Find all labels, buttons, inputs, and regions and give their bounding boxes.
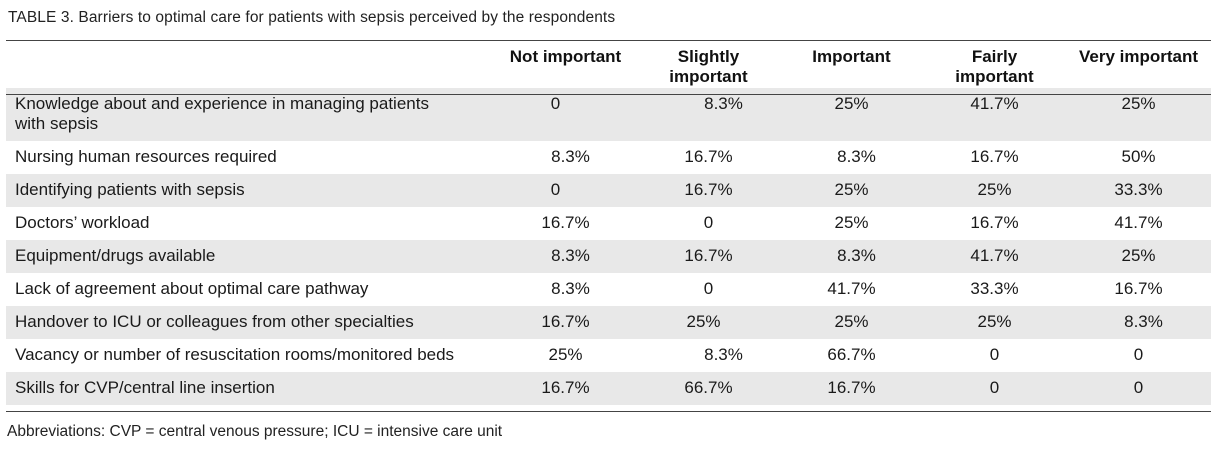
cell-very-important: 8.3% bbox=[1066, 306, 1211, 339]
row-label: Doctors’ workload bbox=[15, 213, 150, 232]
table-row: Knowledge about and experience in managi… bbox=[6, 88, 1211, 141]
cell-slightly-important: 0 bbox=[703, 279, 714, 298]
row-label: Handover to ICU or colleagues from other… bbox=[6, 306, 494, 339]
cell-important: 41.7% bbox=[827, 279, 876, 298]
cell-slightly-important: 66.7% bbox=[637, 372, 780, 405]
header-slightly-important: Slightly important bbox=[669, 47, 748, 86]
cell-not-important: 16.7% bbox=[494, 372, 637, 405]
cell-very-important: 33.3% bbox=[1066, 174, 1211, 207]
row-label: Identifying patients with sepsis bbox=[6, 174, 494, 207]
table-row: Identifying patients with sepsis 0 16.7%… bbox=[6, 174, 1211, 207]
cell-fairly-important: 25% bbox=[923, 174, 1066, 207]
cell-very-important: 25% bbox=[1066, 240, 1211, 273]
cell-slightly-important: 8.3% bbox=[704, 345, 743, 364]
table-row: Lack of agreement about optimal care pat… bbox=[6, 273, 1211, 306]
header-row: Not important Slightly important Importan… bbox=[6, 41, 1211, 88]
cell-very-important: 25% bbox=[1066, 88, 1211, 141]
cell-very-important: 50% bbox=[1121, 147, 1156, 166]
header-not-important: Not important bbox=[509, 47, 622, 66]
cell-not-important: 0 bbox=[494, 174, 637, 207]
row-label: Lack of agreement about optimal care pat… bbox=[15, 279, 369, 298]
row-label: Nursing human resources required bbox=[15, 147, 277, 166]
cell-fairly-important: 0 bbox=[923, 372, 1066, 405]
cell-not-important: 8.3% bbox=[551, 147, 590, 166]
table-caption: TABLE 3. Barriers to optimal care for pa… bbox=[8, 9, 616, 26]
barriers-table: Not important Slightly important Importan… bbox=[6, 41, 1211, 405]
header-very-important: Very important bbox=[1078, 47, 1199, 66]
cell-not-important: 25% bbox=[548, 345, 583, 364]
header-blank bbox=[6, 41, 494, 88]
cell-slightly-important: 16.7% bbox=[637, 174, 780, 207]
cell-important: 25% bbox=[834, 213, 869, 232]
cell-not-important: 16.7% bbox=[494, 306, 637, 339]
cell-not-important: 16.7% bbox=[541, 213, 590, 232]
cell-fairly-important: 41.7% bbox=[923, 240, 1066, 273]
cell-slightly-important: 16.7% bbox=[637, 240, 780, 273]
cell-important: 16.7% bbox=[780, 372, 923, 405]
cell-fairly-important: 16.7% bbox=[970, 147, 1019, 166]
abbreviations-footnote: Abbreviations: CVP = central venous pres… bbox=[7, 423, 503, 440]
table-row: Skills for CVP/central line insertion 16… bbox=[6, 372, 1211, 405]
table-row: Equipment/drugs available 8.3% 16.7% 8.3… bbox=[6, 240, 1211, 273]
cell-very-important: 0 bbox=[1066, 372, 1211, 405]
cell-important: 25% bbox=[780, 88, 923, 141]
header-rule bbox=[6, 94, 1211, 95]
row-label: Knowledge about and experience in managi… bbox=[6, 88, 494, 141]
cell-not-important: 0 bbox=[494, 88, 637, 141]
cell-fairly-important: 33.3% bbox=[970, 279, 1019, 298]
cell-slightly-important: 25% bbox=[637, 306, 780, 339]
cell-slightly-important: 16.7% bbox=[684, 147, 733, 166]
table-row: Handover to ICU or colleagues from other… bbox=[6, 306, 1211, 339]
row-label: Vacancy or number of resuscitation rooms… bbox=[15, 345, 455, 364]
header-fairly-important: Fairly important bbox=[955, 47, 1034, 86]
cell-fairly-important: 41.7% bbox=[923, 88, 1066, 141]
cell-important: 66.7% bbox=[827, 345, 876, 364]
cell-slightly-important: 8.3% bbox=[637, 88, 780, 141]
bottom-rule bbox=[6, 411, 1211, 412]
cell-important: 25% bbox=[780, 306, 923, 339]
cell-not-important: 8.3% bbox=[494, 240, 637, 273]
cell-very-important: 41.7% bbox=[1114, 213, 1163, 232]
table-row: Doctors’ workload 16.7% 0 25% 16.7% 41.7… bbox=[6, 207, 1211, 240]
row-label: Equipment/drugs available bbox=[6, 240, 494, 273]
cell-slightly-important: 0 bbox=[703, 213, 714, 232]
cell-important: 8.3% bbox=[780, 240, 923, 273]
header-important: Important bbox=[812, 47, 891, 66]
row-label: Skills for CVP/central line insertion bbox=[6, 372, 494, 405]
cell-very-important: 16.7% bbox=[1114, 279, 1163, 298]
cell-important: 25% bbox=[780, 174, 923, 207]
table-row: Nursing human resources required 8.3% 16… bbox=[6, 141, 1211, 174]
cell-very-important: 0 bbox=[1133, 345, 1144, 364]
cell-fairly-important: 16.7% bbox=[970, 213, 1019, 232]
top-rule bbox=[6, 40, 1211, 41]
cell-not-important: 8.3% bbox=[551, 279, 590, 298]
cell-important: 8.3% bbox=[837, 147, 876, 166]
cell-fairly-important: 0 bbox=[989, 345, 1000, 364]
table-row: Vacancy or number of resuscitation rooms… bbox=[6, 339, 1211, 372]
cell-fairly-important: 25% bbox=[923, 306, 1066, 339]
